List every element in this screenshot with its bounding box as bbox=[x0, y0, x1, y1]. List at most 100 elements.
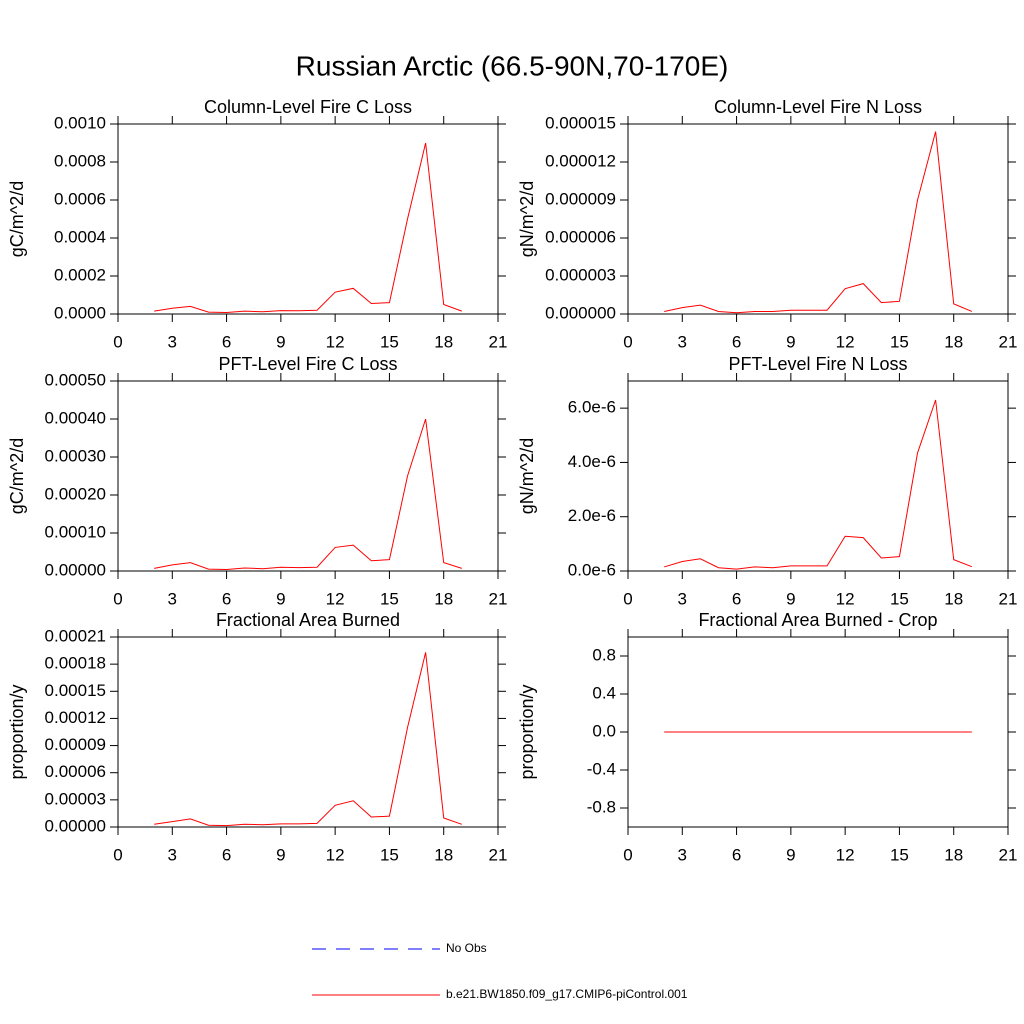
y-tick-label: 0.00040 bbox=[45, 408, 106, 427]
x-tick-label: 21 bbox=[489, 845, 508, 864]
x-tick-label: 21 bbox=[489, 589, 508, 608]
x-tick-label: 6 bbox=[732, 332, 741, 351]
y-tick-label: 0.0008 bbox=[54, 151, 106, 170]
x-tick-label: 0 bbox=[623, 589, 632, 608]
y-tick-label: 0.00050 bbox=[45, 370, 106, 389]
x-tick-label: 6 bbox=[222, 589, 231, 608]
x-tick-label: 21 bbox=[999, 589, 1018, 608]
figure-title: Russian Arctic (66.5-90N,70-170E) bbox=[296, 50, 729, 81]
x-tick-label: 18 bbox=[944, 845, 963, 864]
x-tick-label: 9 bbox=[276, 845, 285, 864]
x-tick-label: 6 bbox=[222, 332, 231, 351]
panel-title: Fractional Area Burned - Crop bbox=[698, 610, 937, 630]
data-line bbox=[154, 418, 462, 570]
x-tick-label: 3 bbox=[168, 332, 177, 351]
x-tick-label: 15 bbox=[890, 332, 909, 351]
y-tick-label: 0.00021 bbox=[45, 626, 106, 645]
plot-frame bbox=[627, 123, 1009, 315]
y-tick-label: 0.00020 bbox=[45, 484, 106, 503]
plot-frame bbox=[627, 380, 1009, 572]
y-tick-label: 0.000006 bbox=[545, 227, 616, 246]
x-tick-label: 9 bbox=[786, 845, 795, 864]
y-axis-label: gC/m^2/d bbox=[7, 181, 27, 257]
plot-frame bbox=[117, 123, 499, 315]
x-tick-label: 12 bbox=[326, 332, 345, 351]
y-tick-label: 0.0002 bbox=[54, 265, 106, 284]
x-tick-label: 0 bbox=[113, 332, 122, 351]
x-tick-label: 18 bbox=[434, 589, 453, 608]
x-tick-label: 3 bbox=[168, 589, 177, 608]
y-tick-label: 0.00009 bbox=[45, 735, 106, 754]
x-tick-label: 12 bbox=[326, 845, 345, 864]
x-tick-label: 9 bbox=[276, 589, 285, 608]
plot-frame bbox=[117, 636, 499, 828]
x-tick-label: 15 bbox=[380, 589, 399, 608]
y-tick-label: 0.00018 bbox=[45, 654, 106, 673]
y-tick-label: 0.00000 bbox=[45, 560, 106, 579]
y-tick-label: 0.4 bbox=[592, 683, 616, 702]
x-tick-label: 18 bbox=[944, 332, 963, 351]
y-tick-label: 0.0010 bbox=[54, 113, 106, 132]
y-tick-label: 2.0e-6 bbox=[568, 506, 616, 525]
x-tick-label: 0 bbox=[623, 332, 632, 351]
y-tick-label: 0.00030 bbox=[45, 446, 106, 465]
x-tick-label: 6 bbox=[222, 845, 231, 864]
x-tick-label: 0 bbox=[623, 845, 632, 864]
data-line bbox=[664, 131, 973, 314]
x-tick-label: 6 bbox=[732, 845, 741, 864]
x-tick-label: 18 bbox=[944, 589, 963, 608]
x-tick-label: 3 bbox=[678, 845, 687, 864]
x-tick-label: 18 bbox=[434, 845, 453, 864]
y-tick-label: 0.0 bbox=[592, 721, 616, 740]
y-tick-label: 0.0004 bbox=[54, 227, 106, 246]
data-line bbox=[154, 142, 462, 313]
x-tick-label: 21 bbox=[489, 332, 508, 351]
panel-title: Column-Level Fire C Loss bbox=[204, 97, 412, 117]
panel-title: PFT-Level Fire C Loss bbox=[218, 354, 397, 374]
y-tick-label: 0.000012 bbox=[545, 151, 616, 170]
y-tick-label: 0.0000 bbox=[54, 303, 106, 322]
y-axis-label: gC/m^2/d bbox=[7, 438, 27, 514]
x-tick-label: 15 bbox=[890, 845, 909, 864]
x-tick-label: 15 bbox=[890, 589, 909, 608]
y-tick-label: 0.00015 bbox=[45, 681, 106, 700]
y-tick-label: 0.00003 bbox=[45, 789, 106, 808]
y-tick-label: 0.000003 bbox=[545, 265, 616, 284]
y-tick-label: 0.0006 bbox=[54, 189, 106, 208]
x-tick-label: 3 bbox=[678, 332, 687, 351]
panel-title: Fractional Area Burned bbox=[216, 610, 400, 630]
y-axis-label: gN/m^2/d bbox=[517, 438, 537, 514]
legend-label: No Obs bbox=[446, 941, 487, 955]
panel-title: PFT-Level Fire N Loss bbox=[728, 354, 907, 374]
x-tick-label: 12 bbox=[326, 589, 345, 608]
y-tick-label: 6.0e-6 bbox=[568, 398, 616, 417]
x-tick-label: 12 bbox=[836, 332, 855, 351]
y-tick-label: 0.0e-6 bbox=[568, 560, 616, 579]
y-tick-label: 0.000009 bbox=[545, 189, 616, 208]
x-tick-label: 3 bbox=[168, 845, 177, 864]
y-tick-label: 0.8 bbox=[592, 645, 616, 664]
x-tick-label: 3 bbox=[678, 589, 687, 608]
x-tick-label: 15 bbox=[380, 845, 399, 864]
y-tick-label: 0.00006 bbox=[45, 762, 106, 781]
x-tick-label: 9 bbox=[786, 332, 795, 351]
y-tick-label: -0.8 bbox=[587, 797, 616, 816]
panel-title: Column-Level Fire N Loss bbox=[714, 97, 922, 117]
y-tick-label: 0.00000 bbox=[45, 816, 106, 835]
x-tick-label: 12 bbox=[836, 589, 855, 608]
y-axis-label: gN/m^2/d bbox=[517, 181, 537, 257]
x-tick-label: 15 bbox=[380, 332, 399, 351]
x-tick-label: 0 bbox=[113, 845, 122, 864]
x-tick-label: 12 bbox=[836, 845, 855, 864]
y-tick-label: 0.000015 bbox=[545, 113, 616, 132]
x-tick-label: 6 bbox=[732, 589, 741, 608]
y-tick-label: 4.0e-6 bbox=[568, 452, 616, 471]
y-tick-label: 0.000000 bbox=[545, 303, 616, 322]
y-axis-label: proportion/y bbox=[7, 684, 27, 779]
plot-frame bbox=[117, 380, 499, 572]
y-axis-label: proportion/y bbox=[517, 684, 537, 779]
x-tick-label: 0 bbox=[113, 589, 122, 608]
x-tick-label: 9 bbox=[276, 332, 285, 351]
legend-label: b.e21.BW1850.f09_g17.CMIP6-piControl.001 bbox=[446, 987, 688, 1001]
